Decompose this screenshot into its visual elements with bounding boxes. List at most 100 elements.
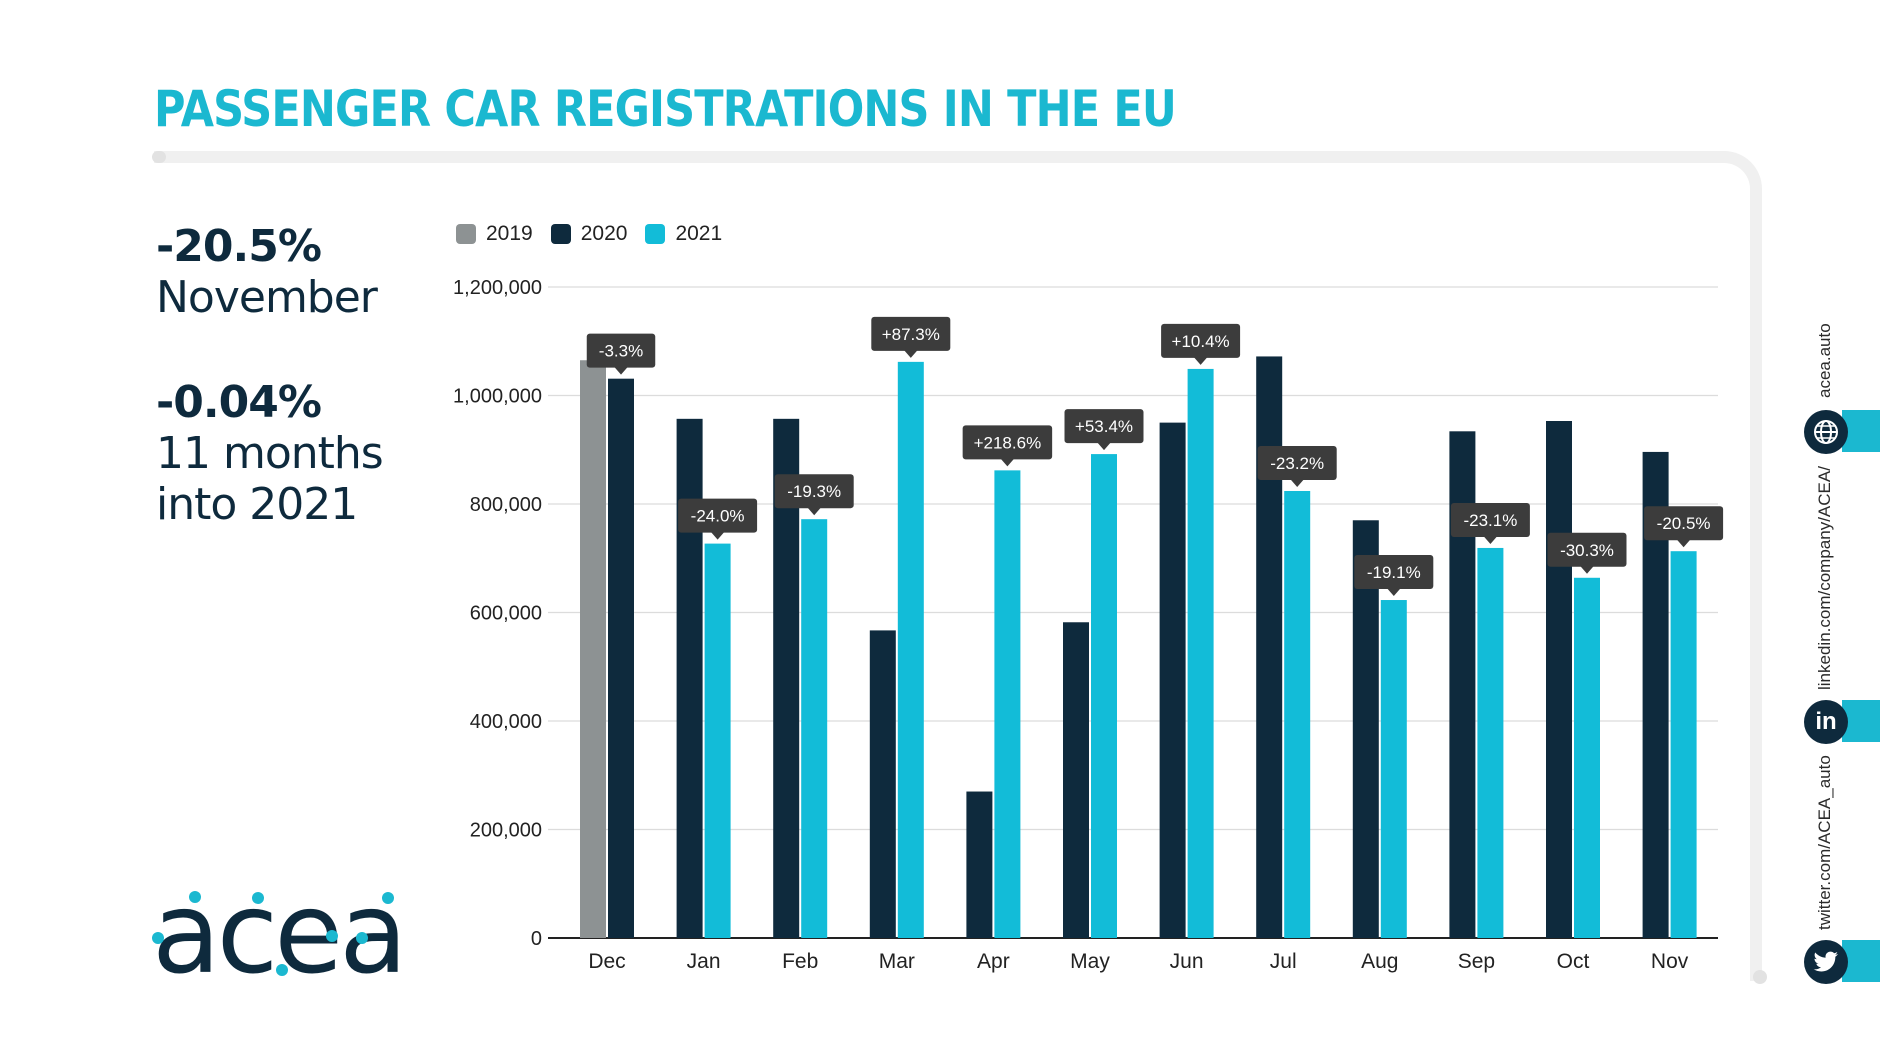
bar-nov-right bbox=[1670, 551, 1697, 938]
x-tick-label-feb: Feb bbox=[782, 950, 818, 973]
annotation-pointer-dec bbox=[614, 366, 628, 375]
kpi-november: -20.5% November bbox=[156, 221, 378, 324]
kpi-ytd: -0.04% 11 months into 2021 bbox=[156, 377, 384, 531]
linkedin-tab bbox=[1842, 700, 1880, 742]
annotation-pointer-jun bbox=[1193, 356, 1208, 365]
annotation-label-apr: +218.6% bbox=[974, 433, 1042, 452]
legend-2020: 2020 bbox=[550, 222, 628, 246]
bar-jan-left bbox=[676, 418, 703, 938]
legend-label-2020: 2020 bbox=[580, 222, 628, 245]
acea-logo-mark: acea bbox=[152, 869, 408, 999]
x-tick-label-jul: Jul bbox=[1270, 950, 1297, 973]
legend-swatch-2021 bbox=[645, 224, 666, 244]
content-frame bbox=[154, 151, 1762, 981]
kpi-november-value: -20.5% bbox=[156, 221, 322, 272]
annotation-pointer-mar bbox=[903, 349, 918, 358]
annotation-box-oct bbox=[1547, 532, 1627, 567]
legend-swatch-2020 bbox=[550, 224, 571, 244]
legend-label-2021: 2021 bbox=[675, 222, 723, 245]
annotation-box-jan bbox=[678, 498, 758, 533]
x-tick-label-aug: Aug bbox=[1361, 950, 1398, 973]
annotation-pointer-oct bbox=[1580, 565, 1594, 574]
annotation-label-may: +53.4% bbox=[1075, 417, 1133, 436]
x-tick-label-sep: Sep bbox=[1458, 950, 1495, 973]
y-tick-label: 1,000,000 bbox=[453, 386, 542, 408]
twitter-text: twitter.com/ACEA_auto bbox=[1815, 755, 1834, 930]
x-tick-label-jan: Jan bbox=[687, 950, 721, 973]
bar-jul-left bbox=[1256, 356, 1283, 938]
annotation-label-nov: -20.5% bbox=[1657, 514, 1711, 533]
annotation-pointer-jan bbox=[710, 531, 725, 540]
linkedin-icon[interactable]: in bbox=[1804, 700, 1848, 744]
x-tick-label-nov: Nov bbox=[1651, 950, 1689, 973]
annotation-box-aug bbox=[1354, 555, 1434, 590]
y-tick-label: 200,000 bbox=[470, 820, 542, 842]
annotation-pointer-may bbox=[1097, 442, 1111, 451]
annotation-pointer-apr bbox=[1000, 458, 1015, 467]
legend-2019: 2019 bbox=[456, 222, 533, 246]
x-tick-label-oct: Oct bbox=[1557, 950, 1590, 973]
annotation-label-jun: +10.4% bbox=[1172, 332, 1230, 351]
website-tab bbox=[1842, 410, 1880, 452]
y-tick-label: 600,000 bbox=[470, 603, 542, 625]
y-tick-label: 400,000 bbox=[470, 711, 542, 733]
annotation-pointer-feb bbox=[807, 507, 822, 516]
bar-aug-left bbox=[1352, 520, 1379, 938]
annotation-box-nov bbox=[1644, 506, 1724, 541]
linkedin-text: linkedin.com/company/ACEA/ bbox=[1815, 466, 1834, 690]
annotation-label-jan: -24.0% bbox=[691, 507, 745, 526]
bar-apr-right bbox=[994, 470, 1021, 938]
bar-dec-right bbox=[608, 378, 634, 938]
bar-jan-right bbox=[704, 543, 731, 938]
annotation-pointer-nov bbox=[1676, 539, 1691, 548]
annotation-label-oct: -30.3% bbox=[1560, 541, 1614, 560]
x-tick-label-mar: Mar bbox=[879, 950, 915, 973]
legend-label-2019: 2019 bbox=[486, 222, 533, 245]
bar-dec-left bbox=[580, 360, 606, 938]
frame-end-dot bbox=[1753, 970, 1767, 984]
bar-oct-left bbox=[1546, 420, 1572, 938]
annotation-box-dec bbox=[586, 333, 656, 368]
bar-feb-right bbox=[801, 519, 828, 938]
annotation-box-sep bbox=[1450, 502, 1530, 537]
website-text: acea.auto bbox=[1815, 323, 1834, 398]
annotation-box-jun bbox=[1161, 323, 1241, 358]
twitter-icon[interactable] bbox=[1804, 940, 1848, 984]
kpi-november-label: November bbox=[156, 272, 378, 323]
annotation-pointer-sep bbox=[1483, 535, 1498, 544]
bar-may-right bbox=[1091, 454, 1117, 938]
annotation-label-aug: -19.1% bbox=[1367, 563, 1421, 582]
bar-apr-left bbox=[966, 791, 993, 938]
bar-aug-right bbox=[1380, 600, 1407, 938]
frame-start-dot bbox=[152, 151, 166, 163]
bar-oct-right bbox=[1574, 577, 1600, 938]
annotation-pointer-aug bbox=[1386, 588, 1401, 597]
annotation-label-feb: -19.3% bbox=[787, 482, 841, 501]
y-tick-label: 1,200,000 bbox=[453, 277, 542, 299]
bar-may-left bbox=[1063, 622, 1089, 938]
bar-mar-right bbox=[897, 361, 924, 938]
bar-jul-right bbox=[1284, 490, 1311, 938]
kpi-ytd-value: -0.04% bbox=[156, 377, 322, 428]
bar-sep-right bbox=[1477, 547, 1504, 938]
annotation-pointer-jul bbox=[1290, 478, 1305, 487]
annotation-box-feb bbox=[774, 474, 854, 509]
x-tick-label-jun: Jun bbox=[1170, 950, 1204, 973]
annotation-box-mar bbox=[871, 316, 951, 351]
annotation-box-apr bbox=[962, 425, 1053, 460]
page-title: PASSENGER CAR REGISTRATIONS IN THE EU bbox=[154, 80, 1177, 138]
bar-mar-left bbox=[869, 630, 896, 938]
kpi-ytd-label-line2: into 2021 bbox=[156, 479, 358, 530]
annotation-label-dec: -3.3% bbox=[599, 342, 643, 361]
annotation-box-jul bbox=[1257, 445, 1337, 480]
kpi-ytd-label-line1: 11 months bbox=[156, 428, 384, 479]
y-tick-label: 0 bbox=[531, 928, 542, 950]
x-tick-label-may: May bbox=[1070, 950, 1110, 973]
legend-2021: 2021 bbox=[645, 222, 722, 246]
bar-jun-right bbox=[1187, 368, 1214, 939]
acea-logo: acea bbox=[152, 869, 422, 999]
globe-icon[interactable] bbox=[1804, 410, 1848, 454]
annotation-box-may bbox=[1064, 409, 1144, 444]
annotation-label-jul: -23.2% bbox=[1270, 454, 1324, 473]
